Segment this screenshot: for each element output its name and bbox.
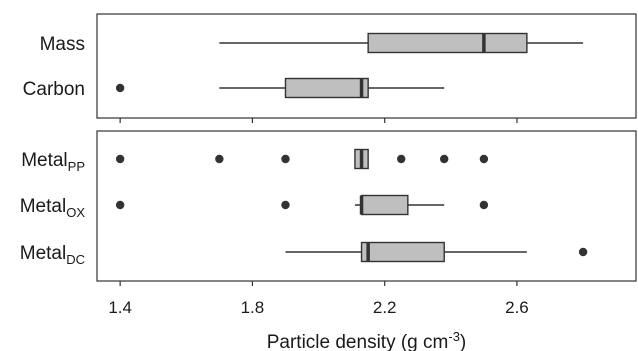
outlier-point	[479, 154, 489, 164]
x-axis: 1.4 1.8 2.2 2.6	[108, 298, 528, 317]
outlier-point	[115, 83, 125, 93]
category-label: MetalDC	[20, 243, 85, 267]
outlier-point	[115, 154, 125, 164]
x-axis-title-close: )	[460, 332, 466, 351]
x-tick-label: 1.8	[241, 298, 265, 317]
panel-1: Mass Carbon	[23, 13, 637, 123]
category-label-subscript: PP	[68, 159, 85, 174]
category-label-main: Mass	[40, 34, 85, 55]
series-metalpp: MetalPP	[21, 148, 489, 174]
category-label-main: Metal	[20, 196, 66, 217]
x-tick-label: 2.2	[373, 298, 397, 317]
outlier-point	[215, 154, 224, 164]
series-mass: Mass	[40, 32, 584, 55]
outlier-point	[440, 154, 449, 164]
category-label: Mass	[40, 34, 85, 55]
series-metaldc: MetalDC	[20, 241, 588, 267]
panel-frame	[96, 130, 637, 282]
category-label-subscript: DC	[66, 252, 85, 267]
iqr-box	[367, 32, 528, 54]
outlier-point	[479, 200, 489, 210]
iqr-box	[360, 241, 445, 263]
outlier-point	[281, 200, 290, 210]
outlier-point	[578, 247, 588, 257]
iqr-box	[284, 77, 369, 99]
x-tick-label: 2.6	[505, 298, 529, 317]
iqr-box	[360, 194, 409, 216]
x-axis-title-main: Particle density (g cm	[267, 332, 449, 351]
x-tick-label: 1.4	[108, 298, 132, 317]
outlier-point	[281, 154, 290, 164]
category-label: Carbon	[23, 79, 85, 100]
category-label-main: Metal	[21, 150, 67, 171]
outlier-point	[115, 200, 125, 210]
category-label-main: Metal	[20, 243, 66, 264]
category-label: MetalPP	[21, 150, 85, 174]
x-axis-title: Particle density (g cm-3)	[267, 329, 467, 351]
series-metalox: MetalOX	[20, 194, 489, 220]
outlier-point	[397, 154, 406, 164]
category-label-main: Carbon	[23, 79, 85, 100]
category-label-subscript: OX	[66, 205, 85, 220]
category-label: MetalOX	[20, 196, 86, 220]
panel-frame	[96, 13, 637, 119]
series-carbon: Carbon	[23, 77, 445, 100]
x-axis-title-sup: -3	[448, 329, 460, 344]
